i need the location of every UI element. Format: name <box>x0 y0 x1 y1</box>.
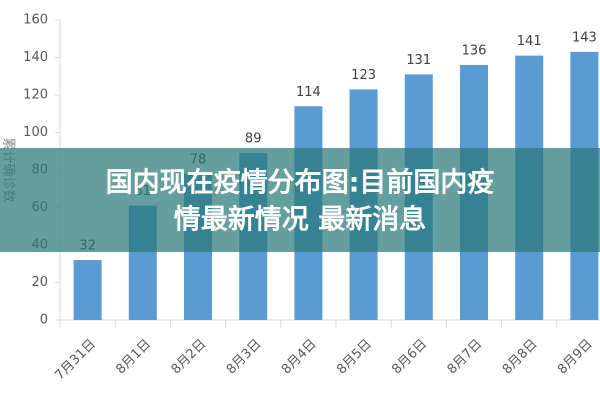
y-tick-label: 20 <box>31 275 48 290</box>
y-tick-label: 120 <box>23 88 48 103</box>
data-label: 89 <box>245 132 262 147</box>
data-label: 136 <box>462 44 487 59</box>
data-label: 114 <box>296 85 321 100</box>
data-label: 131 <box>406 53 431 68</box>
banner <box>0 148 600 252</box>
y-tick-label: 0 <box>40 313 48 328</box>
banner-text: 情最新情况 最新消息 <box>174 204 426 236</box>
y-tick-label: 160 <box>23 13 48 28</box>
data-label: 141 <box>517 34 542 49</box>
data-label: 143 <box>572 30 597 45</box>
bar <box>73 260 102 320</box>
y-tick-label: 100 <box>23 125 48 140</box>
data-label: 123 <box>351 68 376 83</box>
banner-text: 国内现在疫情分布图:目前国内疫 <box>106 167 495 199</box>
y-tick-label: 140 <box>23 50 48 65</box>
